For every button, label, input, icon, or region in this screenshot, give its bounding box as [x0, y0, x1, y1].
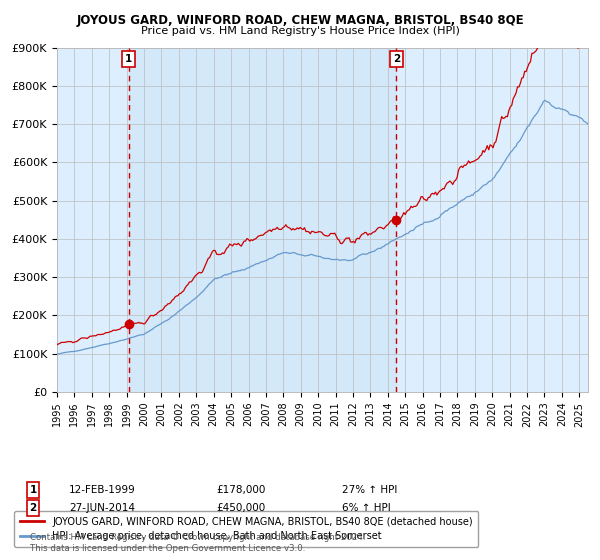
Text: JOYOUS GARD, WINFORD ROAD, CHEW MAGNA, BRISTOL, BS40 8QE: JOYOUS GARD, WINFORD ROAD, CHEW MAGNA, B…: [76, 14, 524, 27]
Text: 6% ↑ HPI: 6% ↑ HPI: [342, 503, 391, 513]
Text: 1: 1: [29, 485, 37, 495]
Text: 2: 2: [392, 54, 400, 64]
Text: £178,000: £178,000: [216, 485, 265, 495]
Text: Contains HM Land Registry data © Crown copyright and database right 2024.
This d: Contains HM Land Registry data © Crown c…: [30, 533, 365, 553]
Text: Price paid vs. HM Land Registry's House Price Index (HPI): Price paid vs. HM Land Registry's House …: [140, 26, 460, 36]
Bar: [129, 48, 397, 392]
Legend: JOYOUS GARD, WINFORD ROAD, CHEW MAGNA, BRISTOL, BS40 8QE (detached house), HPI: : JOYOUS GARD, WINFORD ROAD, CHEW MAGNA, B…: [14, 511, 478, 547]
Text: £450,000: £450,000: [216, 503, 265, 513]
Text: 12-FEB-1999: 12-FEB-1999: [69, 485, 136, 495]
Text: 1: 1: [125, 54, 133, 64]
Text: 27-JUN-2014: 27-JUN-2014: [69, 503, 135, 513]
Text: 27% ↑ HPI: 27% ↑ HPI: [342, 485, 397, 495]
Text: 2: 2: [29, 503, 37, 513]
